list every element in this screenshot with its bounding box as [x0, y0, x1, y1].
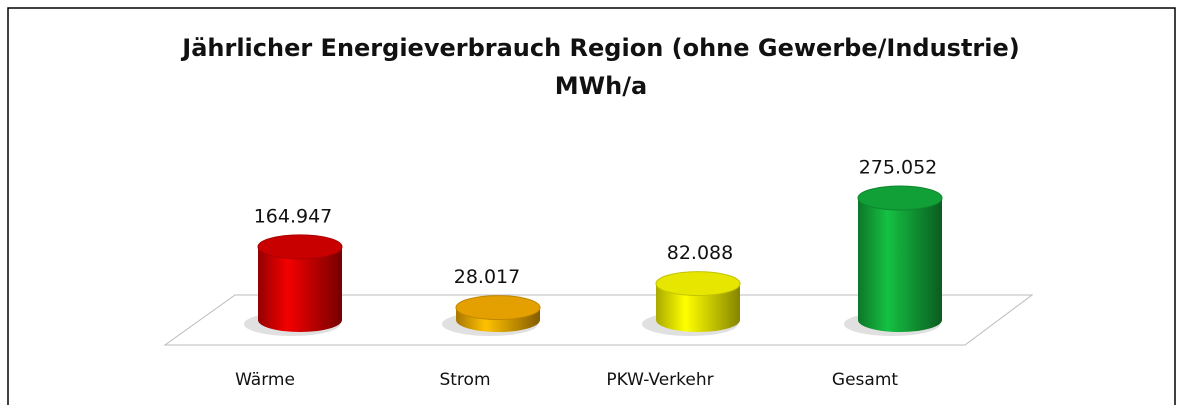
value-label: 164.947	[254, 205, 333, 227]
chart-subtitle: MWh/a	[555, 72, 647, 100]
value-label: 28.017	[454, 266, 520, 288]
cylinder-top	[655, 271, 741, 297]
cylinder	[656, 283, 740, 332]
value-label: 275.052	[859, 157, 938, 179]
cylinder-top	[857, 185, 943, 211]
x-tick-label: Strom	[439, 370, 490, 390]
cylinder-top	[257, 234, 343, 260]
chart-title: Jährlicher Energieverbrauch Region (ohne…	[180, 34, 1019, 62]
value-label: 82.088	[667, 242, 733, 264]
x-tick-label: PKW-Verkehr	[606, 370, 713, 390]
floor	[163, 294, 1034, 346]
cylinder	[258, 246, 342, 332]
x-tick-label: Wärme	[235, 370, 295, 390]
x-tick-label: Gesamt	[832, 370, 898, 390]
cylinder	[858, 198, 942, 332]
cylinder-top	[455, 295, 541, 321]
